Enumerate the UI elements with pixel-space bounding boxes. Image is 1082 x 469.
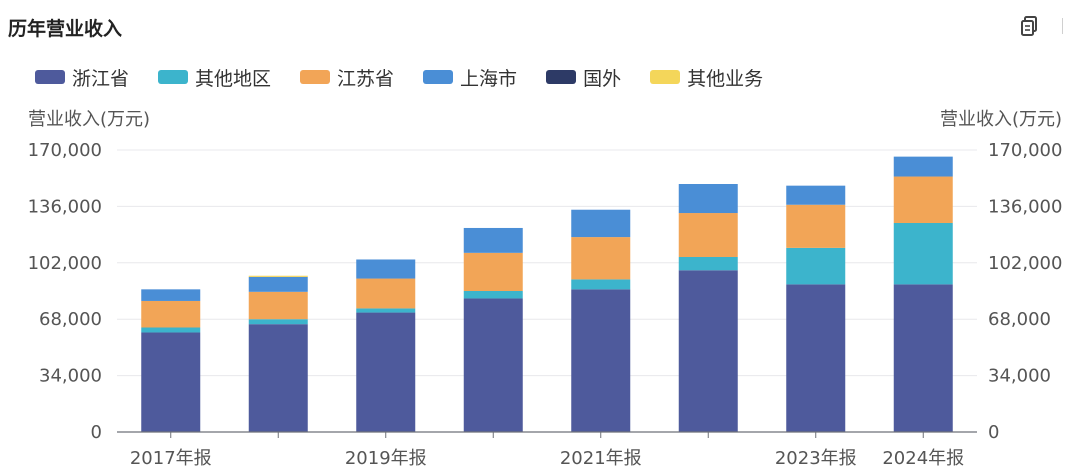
bar-segment	[786, 185, 846, 205]
legend-swatch	[650, 70, 681, 84]
bar-segment	[248, 276, 308, 292]
y-axis-title-left: 营业收入(万元)	[28, 109, 150, 130]
y-tick-label-left: 34,000	[39, 366, 102, 387]
legend-label: 上海市	[460, 67, 518, 90]
bar-segment	[893, 284, 953, 432]
bar-segment	[356, 308, 416, 313]
legend-swatch	[35, 70, 65, 84]
bar-segment	[248, 275, 308, 277]
x-tick-label: 2019年报	[345, 448, 427, 469]
x-tick-label: 2024年报	[882, 448, 964, 469]
bar-segment	[356, 278, 416, 309]
bar-segment	[463, 252, 523, 291]
bar-segment	[141, 332, 201, 432]
y-tick-label-right: 136,000	[988, 196, 1062, 217]
bar-segment	[463, 291, 523, 299]
legend-item-1[interactable]: 其他地区	[158, 64, 271, 91]
y-tick-label-right: 68,000	[988, 309, 1051, 330]
bar-segment	[786, 284, 846, 432]
bar-segment	[141, 300, 201, 328]
bar-segment	[248, 291, 308, 320]
y-tick-label-left: 68,000	[39, 309, 102, 330]
y-tick-label-left: 0	[91, 422, 102, 443]
legend-label: 浙江省	[72, 67, 130, 90]
copy-icon[interactable]	[1020, 15, 1040, 37]
bar-segment	[356, 259, 416, 279]
y-tick-label-left: 136,000	[28, 196, 102, 217]
x-tick-label: 2023年报	[775, 448, 857, 469]
legend-label: 其他地区	[195, 67, 272, 90]
bar-segment	[248, 319, 308, 325]
y-tick-label-right: 0	[988, 422, 999, 443]
bar-segment	[678, 213, 738, 257]
legend-item-0[interactable]: 浙江省	[35, 64, 129, 91]
chart-title: 历年营业收入	[8, 18, 123, 40]
stacked-bar-chart: 营业收入(万元) 营业收入(万元) 0 0 34,000 34,000 68,000 68,0…	[28, 109, 1063, 469]
y-tick-label-left: 170,000	[28, 140, 102, 161]
bar-segment	[571, 279, 631, 290]
bar-segment	[463, 298, 523, 432]
legend-label: 国外	[583, 67, 622, 90]
header-divider	[1062, 18, 1063, 34]
bar-segment	[571, 237, 631, 280]
legend-label: 其他业务	[687, 67, 764, 90]
bar-segment	[893, 176, 953, 223]
bar-segment	[571, 209, 631, 238]
bar-segment	[141, 289, 201, 301]
bar-segment	[141, 327, 201, 333]
bar-segment	[678, 270, 738, 432]
chart-legend: 浙江省 其他地区 江苏省 上海市 国外 其他业务	[35, 63, 792, 91]
legend-swatch	[423, 70, 454, 84]
chart-header: 历年营业收入	[0, 0, 1082, 52]
bar-segment	[463, 227, 523, 253]
legend-item-4[interactable]: 国外	[546, 64, 621, 91]
y-tick-label-right: 102,000	[988, 253, 1062, 274]
bar-segment	[893, 156, 953, 177]
legend-swatch	[300, 70, 331, 84]
y-tick-label-right: 170,000	[988, 140, 1062, 161]
legend-item-3[interactable]: 上海市	[423, 64, 517, 91]
bar-segment	[678, 184, 738, 214]
y-tick-label-left: 102,000	[28, 253, 102, 274]
legend-label: 江苏省	[337, 67, 395, 90]
legend-item-2[interactable]: 江苏省	[300, 64, 394, 91]
legend-swatch	[546, 70, 577, 84]
bar-segment	[571, 289, 631, 432]
legend-swatch	[158, 70, 189, 84]
bar-segment	[678, 256, 738, 271]
bar-segment	[356, 312, 416, 432]
y-tick-label-right: 34,000	[988, 366, 1051, 387]
legend-item-5[interactable]: 其他业务	[650, 64, 763, 91]
bar-segment	[248, 324, 308, 432]
x-tick-label: 2021年报	[560, 448, 642, 469]
bar-segment	[893, 222, 953, 285]
bar-segment	[786, 247, 846, 285]
y-axis-title-right: 营业收入(万元)	[940, 109, 1062, 130]
bar-segment	[786, 204, 846, 248]
x-tick-label: 2017年报	[130, 448, 212, 469]
